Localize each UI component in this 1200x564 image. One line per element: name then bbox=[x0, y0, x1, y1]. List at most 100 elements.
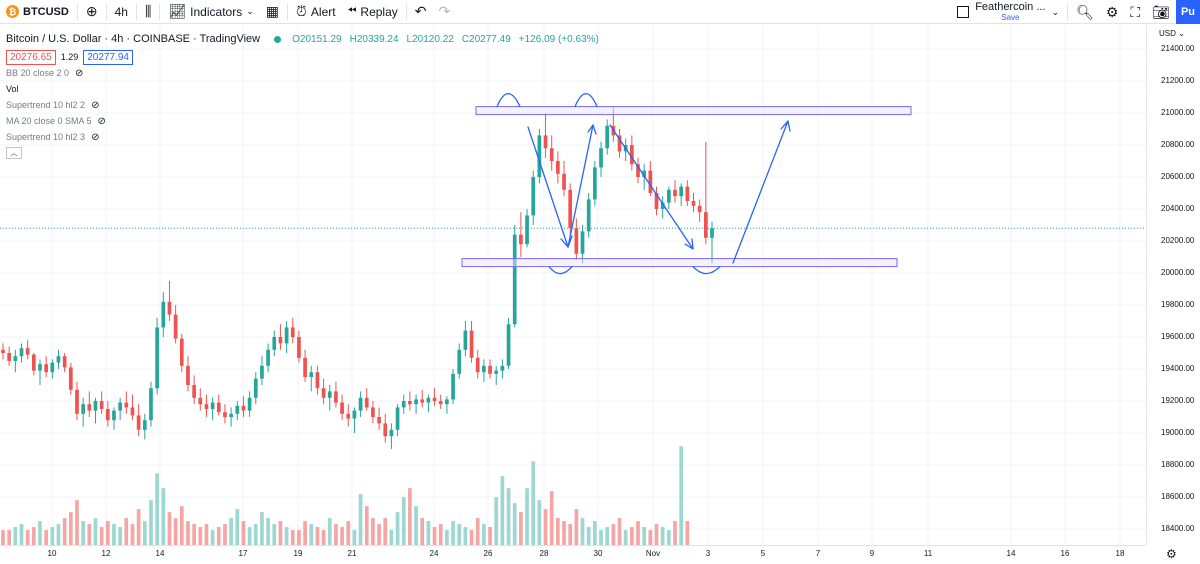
quick-search-button[interactable]: 🔍︎ bbox=[1070, 0, 1100, 24]
volume-bar bbox=[31, 527, 36, 545]
volume-bar bbox=[648, 530, 653, 545]
price-tick-label: 18600.00 bbox=[1161, 492, 1195, 501]
volume-bar bbox=[173, 518, 178, 545]
volume-bar bbox=[272, 524, 277, 545]
candle-body bbox=[358, 397, 363, 411]
indicator-ma[interactable]: MA 20 close 0 SMA 5 ⊘ bbox=[6, 113, 602, 129]
toolbar-divider bbox=[76, 3, 78, 20]
eye-hidden-icon[interactable]: ⊘ bbox=[97, 115, 106, 127]
volume-bar bbox=[216, 527, 221, 545]
volume-bar bbox=[500, 476, 505, 545]
candlestick-chart[interactable] bbox=[0, 25, 1146, 545]
toolbar-divider bbox=[105, 3, 107, 20]
eye-hidden-icon[interactable]: ⊘ bbox=[91, 99, 100, 111]
collapse-legend-button[interactable]: ︿ bbox=[6, 147, 22, 159]
support-zone-rectangle bbox=[461, 258, 898, 268]
replay-button[interactable]: ⏪︎ Replay bbox=[342, 0, 404, 24]
candle-body bbox=[599, 148, 603, 168]
candle-body bbox=[685, 186, 690, 201]
time-tick-label: 30 bbox=[593, 549, 603, 558]
camera-icon: 📷︎ bbox=[1152, 3, 1170, 20]
volume-bar bbox=[50, 527, 55, 545]
volume-bar bbox=[556, 518, 560, 545]
volume-bar bbox=[673, 521, 677, 545]
settings-button[interactable]: ⚙ bbox=[1100, 0, 1125, 24]
eye-hidden-icon[interactable]: ⊘ bbox=[75, 67, 84, 79]
candle-body bbox=[19, 348, 24, 357]
volume-bar bbox=[414, 506, 418, 545]
candle-body bbox=[235, 405, 240, 414]
candle-body bbox=[124, 402, 129, 408]
candle-body bbox=[186, 365, 190, 385]
price-tick-label: 19000.00 bbox=[1161, 428, 1195, 437]
arrow-line-drawing bbox=[609, 124, 694, 250]
volume-bar bbox=[574, 509, 579, 545]
candle-body bbox=[105, 409, 110, 421]
snapshot-button[interactable]: 📷︎ bbox=[1146, 0, 1176, 24]
time-axis[interactable]: 10 12 14 17 19 21 24 26 28 30 Nov 3 5 7 9 11 14 16 18 bbox=[0, 545, 1146, 564]
layout-checkbox[interactable] bbox=[957, 6, 970, 18]
chart-type-button[interactable]: ⫼ bbox=[139, 0, 157, 24]
arrow-line-drawing bbox=[567, 124, 594, 248]
top-arc-drawing bbox=[496, 92, 521, 108]
layout-save-link[interactable]: Save bbox=[1001, 13, 1020, 22]
volume-bar bbox=[358, 494, 363, 545]
price-axis[interactable]: USD ⌄ 21400.00 21200.00 21000.00 20800.00 20… bbox=[1146, 25, 1200, 545]
volume-bar bbox=[309, 524, 314, 545]
alert-button[interactable]: ⏰︎ Alert bbox=[290, 0, 342, 24]
candle-body bbox=[642, 170, 647, 177]
symbol-search-button[interactable]: ₿ BTCUSD bbox=[0, 0, 75, 24]
indicator-supertrend-2[interactable]: Supertrend 10 hl2 2 ⊘ bbox=[6, 97, 602, 113]
candle-body bbox=[451, 373, 455, 400]
candle-body bbox=[377, 417, 381, 424]
volume-bar bbox=[438, 524, 443, 545]
eye-hidden-icon[interactable]: ⊘ bbox=[91, 131, 100, 143]
volume-bar bbox=[685, 521, 690, 545]
candle-body bbox=[118, 402, 122, 411]
volume-bar bbox=[297, 530, 301, 545]
layouts-button[interactable]: ▦ bbox=[260, 0, 285, 24]
candle-body bbox=[87, 404, 92, 411]
indicator-label: BB 20 close 2 0 bbox=[6, 68, 70, 78]
volume-bar bbox=[235, 509, 240, 545]
volume-bar bbox=[623, 530, 628, 545]
indicators-button[interactable]: 📈︎ Indicators ⌄ bbox=[162, 0, 259, 24]
volume-bar bbox=[327, 518, 332, 545]
volume-bar bbox=[198, 527, 203, 545]
time-tick-label: 28 bbox=[539, 549, 549, 558]
redo-button[interactable]: ↷ bbox=[433, 0, 457, 24]
time-tick-label: 18 bbox=[1115, 549, 1125, 558]
undo-button[interactable]: ↶ bbox=[409, 0, 433, 24]
volume-bar bbox=[457, 524, 462, 545]
candle-body bbox=[31, 354, 36, 371]
sell-price[interactable]: 20276.65 bbox=[6, 49, 56, 65]
indicator-bb[interactable]: BB 20 close 2 0 ⊘ bbox=[6, 65, 602, 81]
price-tick-label: 19200.00 bbox=[1161, 396, 1195, 405]
candle-body bbox=[475, 357, 480, 373]
chart-pane[interactable] bbox=[0, 25, 1146, 545]
candle-body bbox=[130, 407, 135, 416]
layout-menu-button[interactable]: Feathercoin ... Save ⌄ bbox=[951, 2, 1065, 22]
candle-body bbox=[703, 212, 708, 238]
currency-label: USD bbox=[1159, 29, 1176, 38]
volume-bar bbox=[630, 527, 634, 545]
redo-icon: ↷ bbox=[438, 3, 451, 19]
candle-body bbox=[241, 405, 246, 411]
candle-body bbox=[266, 349, 270, 366]
interval-button[interactable]: 4h bbox=[109, 0, 134, 24]
indicator-label: Supertrend 10 hl2 2 bbox=[6, 100, 86, 110]
chart-legend: Bitcoin / U.S. Dollar · 4h · COINBASE · … bbox=[6, 31, 602, 159]
buy-price[interactable]: 20277.94 bbox=[83, 49, 133, 65]
indicator-supertrend-3[interactable]: Supertrend 10 hl2 3 ⊘ bbox=[6, 129, 602, 145]
chart-settings-gear-icon[interactable]: ⚙ bbox=[1166, 547, 1177, 561]
indicator-vol[interactable]: Vol bbox=[6, 81, 602, 97]
publish-button[interactable]: Pu bbox=[1176, 0, 1200, 24]
compare-button[interactable]: ⊕ bbox=[80, 0, 104, 24]
currency-selector[interactable]: USD ⌄ bbox=[1159, 29, 1185, 38]
volume-bar bbox=[525, 488, 529, 545]
fullscreen-button[interactable]: ⛶ bbox=[1124, 0, 1146, 24]
candle-body bbox=[426, 397, 431, 403]
volume-bar bbox=[401, 497, 406, 545]
ohlc-change: +126.09 (+0.63%) bbox=[518, 33, 599, 45]
candle-body bbox=[673, 189, 677, 197]
